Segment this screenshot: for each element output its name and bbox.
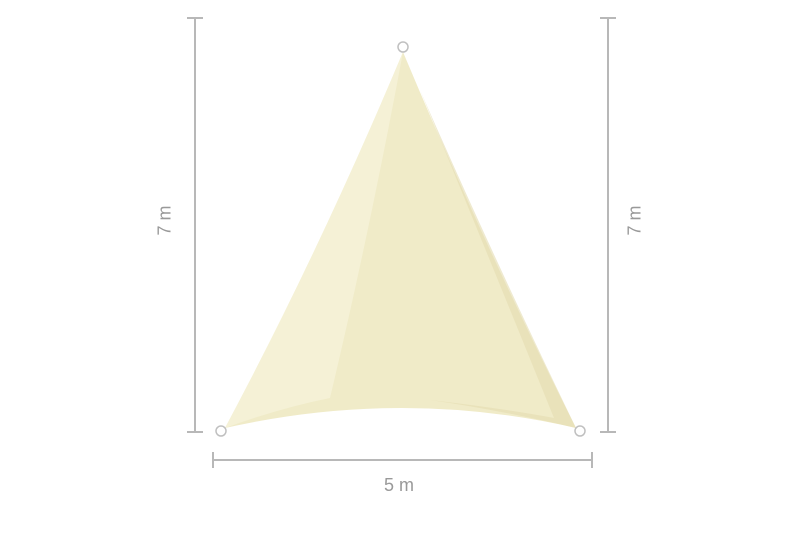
ring-bottom-right xyxy=(575,426,585,436)
dimension-diagram xyxy=(0,0,800,533)
ring-top xyxy=(398,42,408,52)
label-left: 7 m xyxy=(155,205,176,235)
shade-sail-shape xyxy=(216,42,585,436)
dimension-left xyxy=(187,18,203,432)
label-right: 7 m xyxy=(625,205,646,235)
label-bottom: 5 m xyxy=(384,475,414,496)
dimension-bottom xyxy=(213,452,592,468)
dimension-right xyxy=(600,18,616,432)
ring-bottom-left xyxy=(216,426,226,436)
